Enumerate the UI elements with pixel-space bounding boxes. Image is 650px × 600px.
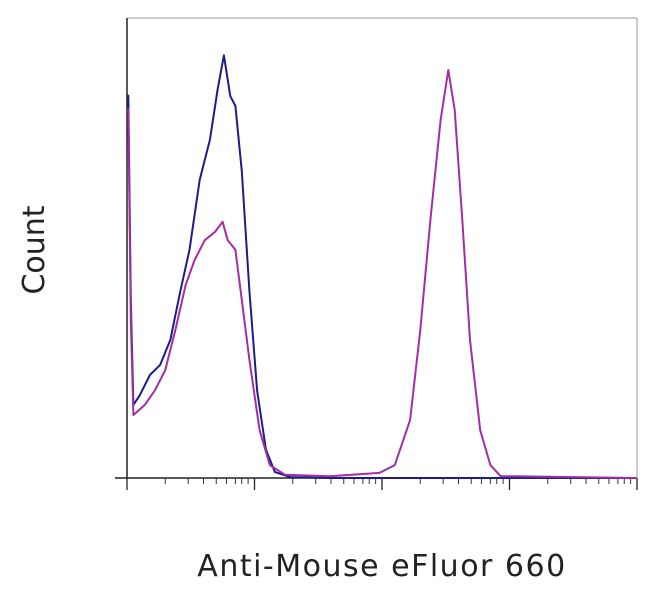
histogram-line: [127, 54, 637, 479]
y-axis-label: Count: [17, 205, 52, 294]
x-axis-label: Anti-Mouse eFluor 660: [197, 549, 566, 584]
histogram-line: [127, 69, 638, 479]
